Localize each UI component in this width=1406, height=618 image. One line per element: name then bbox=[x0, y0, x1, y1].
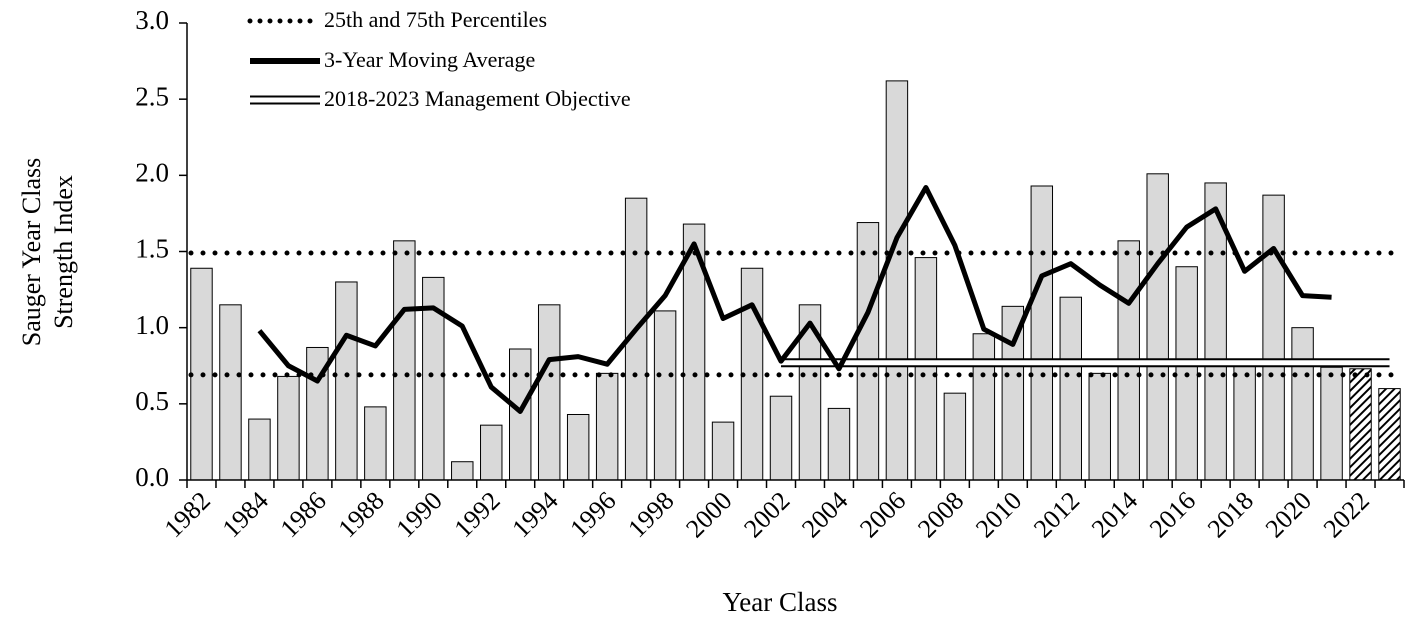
x-tick-label: 2008 bbox=[912, 486, 969, 543]
bar bbox=[480, 424, 503, 481]
bar bbox=[1030, 185, 1054, 481]
x-tick-label: 2006 bbox=[854, 486, 911, 543]
bar bbox=[595, 372, 619, 481]
bar bbox=[653, 310, 677, 481]
y-axis-title: Sauger Year Class bbox=[17, 158, 46, 347]
x-axis-title: Year Class bbox=[722, 587, 837, 617]
bar bbox=[769, 395, 793, 481]
y-tick-label: 0.5 bbox=[135, 386, 169, 416]
x-tick-label: 1982 bbox=[159, 486, 216, 543]
x-tick-label: 1988 bbox=[333, 486, 390, 543]
x-tick-label: 1986 bbox=[275, 486, 332, 543]
bar bbox=[1088, 372, 1111, 481]
legend-label: 2018-2023 Management Objective bbox=[324, 86, 631, 111]
x-tick-label: 2014 bbox=[1086, 486, 1143, 543]
legend-label: 25th and 75th Percentiles bbox=[324, 7, 547, 32]
bar bbox=[914, 257, 938, 481]
y-tick-label: 2.0 bbox=[135, 158, 169, 188]
bar bbox=[856, 222, 880, 481]
y-tick-label: 1.5 bbox=[135, 234, 169, 264]
y-tick-label: 2.5 bbox=[135, 81, 169, 111]
y-tick-label: 3.0 bbox=[135, 5, 169, 35]
y-tick-label: 0.0 bbox=[135, 462, 169, 492]
x-tick-label: 1998 bbox=[622, 486, 679, 543]
x-tick-label: 2018 bbox=[1202, 486, 1259, 543]
bar bbox=[827, 407, 851, 481]
bar bbox=[364, 406, 387, 481]
bar bbox=[1233, 363, 1256, 481]
bar bbox=[566, 413, 590, 481]
x-tick-label: 2012 bbox=[1028, 486, 1085, 543]
bar bbox=[509, 348, 532, 481]
y-axis-title: Strength Index bbox=[49, 175, 78, 329]
bar bbox=[277, 375, 300, 481]
legend-label: 3-Year Moving Average bbox=[324, 47, 535, 72]
bar bbox=[393, 240, 416, 481]
bar bbox=[219, 304, 242, 481]
x-tick-label: 2016 bbox=[1144, 486, 1201, 543]
x-tick-label: 2004 bbox=[796, 486, 853, 543]
x-tick-label: 1994 bbox=[506, 486, 563, 543]
x-tick-label: 2020 bbox=[1260, 486, 1317, 543]
x-tick-label: 1984 bbox=[217, 486, 274, 543]
bar bbox=[1146, 173, 1169, 481]
x-tick-label: 2002 bbox=[738, 486, 795, 543]
bar bbox=[943, 392, 967, 481]
x-tick-label: 2010 bbox=[970, 486, 1027, 543]
bar bbox=[1378, 388, 1401, 481]
x-tick-label: 1990 bbox=[390, 486, 447, 543]
bar bbox=[711, 421, 735, 481]
bar bbox=[1349, 368, 1372, 481]
x-tick-label: 1992 bbox=[448, 486, 505, 543]
bar bbox=[1059, 296, 1082, 481]
bar bbox=[1320, 366, 1343, 481]
x-tick-label: 1996 bbox=[564, 486, 621, 543]
bar bbox=[335, 281, 358, 481]
bar bbox=[1291, 327, 1314, 481]
x-tick-label: 2022 bbox=[1318, 486, 1375, 543]
bar bbox=[451, 461, 474, 481]
y-tick-label: 1.0 bbox=[135, 310, 169, 340]
x-tick-label: 2000 bbox=[680, 486, 737, 543]
bar bbox=[885, 80, 909, 481]
bar bbox=[248, 418, 271, 481]
bar bbox=[537, 304, 561, 481]
bar bbox=[1262, 194, 1285, 481]
bar bbox=[972, 333, 996, 481]
moving-average-line bbox=[257, 185, 1332, 414]
